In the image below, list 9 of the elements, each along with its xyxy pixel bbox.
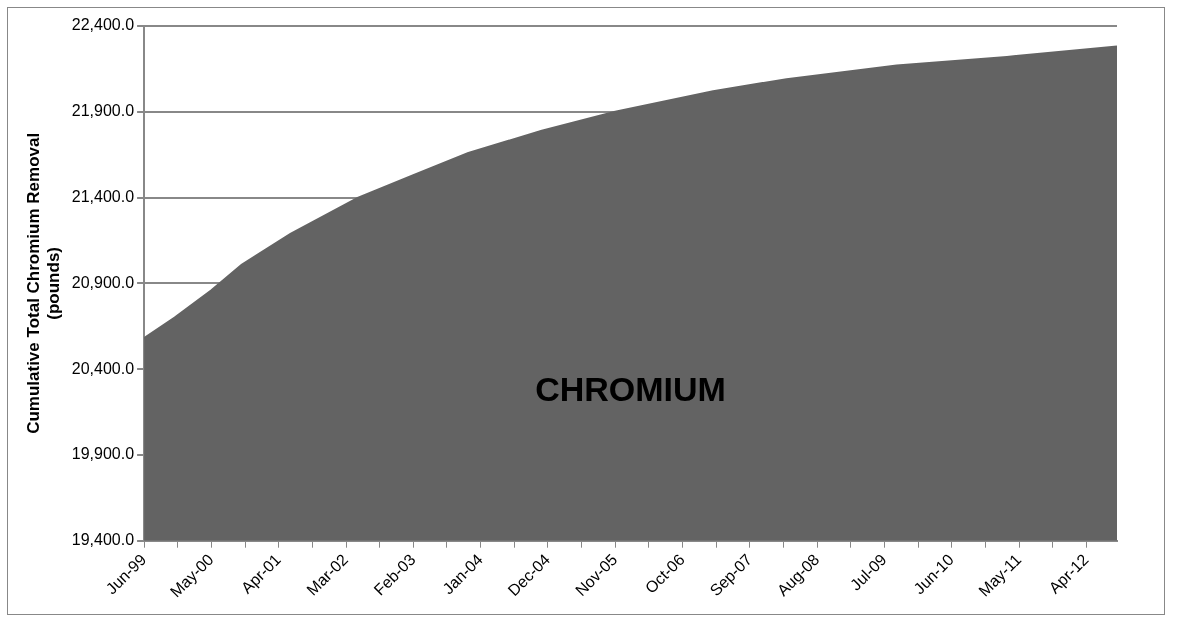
y-tick-label: 19,400.0	[71, 531, 135, 549]
y-tick-label: 19,900.0	[71, 445, 135, 463]
y-tick-label: 20,900.0	[71, 273, 135, 291]
series-label: CHROMIUM	[535, 369, 726, 408]
y-axis-title: Cumulative Total Chromium Removal (pounds)	[23, 132, 64, 434]
y-tick-label: 22,400.0	[71, 16, 135, 34]
y-tick-label: 20,400.0	[71, 359, 135, 377]
y-tick-label: 21,900.0	[71, 102, 135, 120]
y-tick-label: 21,400.0	[71, 187, 135, 205]
